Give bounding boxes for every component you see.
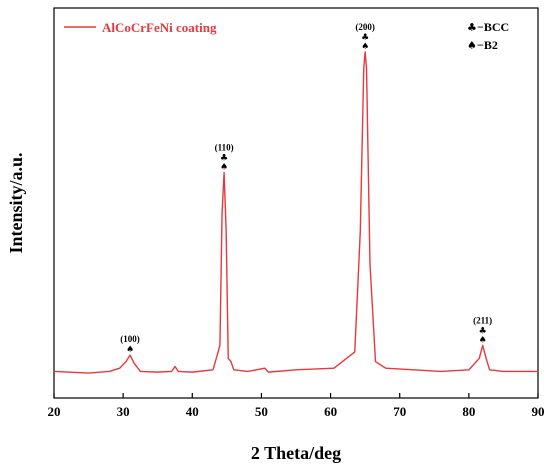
x-tick-label: 30 <box>117 404 130 419</box>
bcc-key-label: −BCC <box>477 20 509 34</box>
peak-phase-symbol: ♠ <box>479 335 487 345</box>
x-tick-label: 80 <box>462 404 475 419</box>
peak-label: (200) <box>355 22 375 32</box>
bcc-symbol: ♣ <box>467 21 477 34</box>
peak-phase-symbol: ♠ <box>220 163 228 173</box>
x-tick-label: 60 <box>324 404 337 419</box>
legend: AlCoCrFeNi coating <box>64 20 217 35</box>
peak-label: (100) <box>120 334 140 344</box>
peak-phase-symbol: ♣ <box>479 326 487 336</box>
series-line <box>53 51 538 374</box>
legend-label: AlCoCrFeNi coating <box>102 20 217 35</box>
plot-frame <box>53 7 539 399</box>
x-tick-label: 90 <box>532 404 545 419</box>
x-tick-label: 40 <box>186 404 199 419</box>
x-axis-ticks: 20 30 40 50 60 70 80 90 <box>48 393 545 419</box>
peak-phase-symbol: ♠ <box>361 42 369 52</box>
b2-key-label: −B2 <box>477 38 498 52</box>
x-tick-label: 20 <box>48 404 61 419</box>
series-layer <box>53 51 538 374</box>
peak-annotations: ♠(100)♠♣(110)♠♣(200)♠♣(211) <box>120 22 492 355</box>
x-tick-label: 70 <box>393 404 406 419</box>
x-axis-label: 2 Theta/deg <box>251 443 341 463</box>
phase-key: ♣ −BCC ♠ −B2 <box>467 20 509 52</box>
y-axis-label: Intensity/a.u. <box>6 152 26 253</box>
peak-phase-symbol: ♠ <box>126 345 134 355</box>
peak-label: (211) <box>473 315 492 325</box>
peak-label: (110) <box>215 143 234 153</box>
b2-symbol: ♠ <box>467 39 477 52</box>
x-tick-label: 50 <box>255 404 268 419</box>
peak-phase-symbol: ♣ <box>361 33 369 43</box>
peak-phase-symbol: ♣ <box>220 154 228 164</box>
